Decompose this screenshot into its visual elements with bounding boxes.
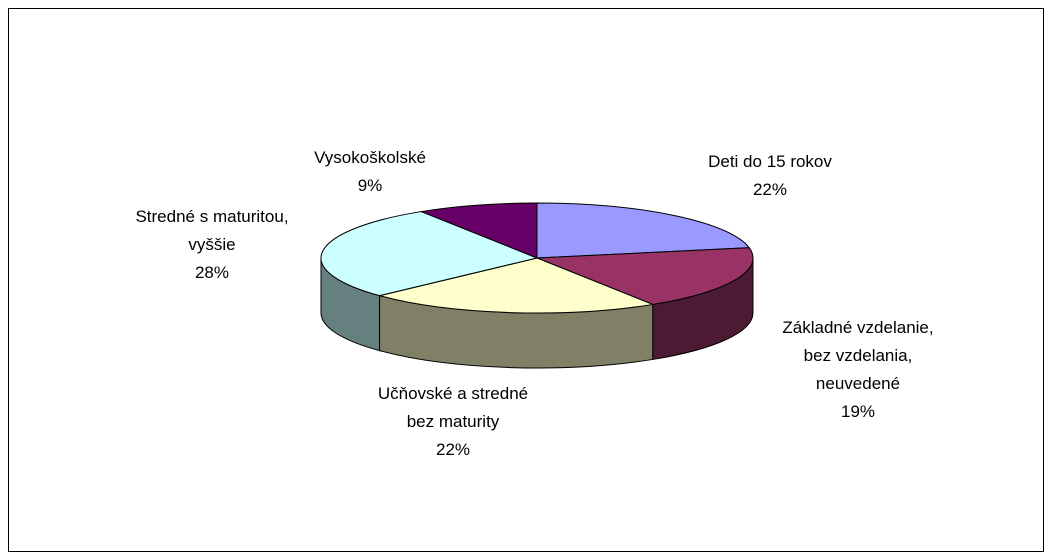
slice <box>419 202 538 259</box>
value-label: 9% <box>357 176 383 195</box>
data-label: Základné vzdelanie, bez vzdelania, neuve… <box>782 314 933 426</box>
data-label: Deti do 15 rokov 22% <box>708 148 832 204</box>
category-label: Základné vzdelanie, bez vzdelania, neuve… <box>782 318 934 393</box>
data-label: Vysokoškolské 9% <box>314 144 426 200</box>
category-label: Učňovské a stredné bez maturity <box>377 384 529 431</box>
slice <box>379 257 655 314</box>
value-label: 28% <box>194 263 230 282</box>
slice <box>536 202 751 259</box>
value-label: 22% <box>435 440 471 459</box>
category-label: Vysokoškolské <box>314 148 426 167</box>
slice <box>320 211 539 297</box>
slice <box>536 247 754 305</box>
data-label: Učňovské a stredné bez maturity 22% <box>378 380 528 464</box>
category-label: Stredné s maturitou, vyššie <box>135 207 289 254</box>
data-label: Stredné s maturitou, vyššie 28% <box>135 203 288 287</box>
value-label: 19% <box>840 402 876 421</box>
category-label: Deti do 15 rokov <box>708 152 832 171</box>
value-label: 22% <box>752 180 788 199</box>
